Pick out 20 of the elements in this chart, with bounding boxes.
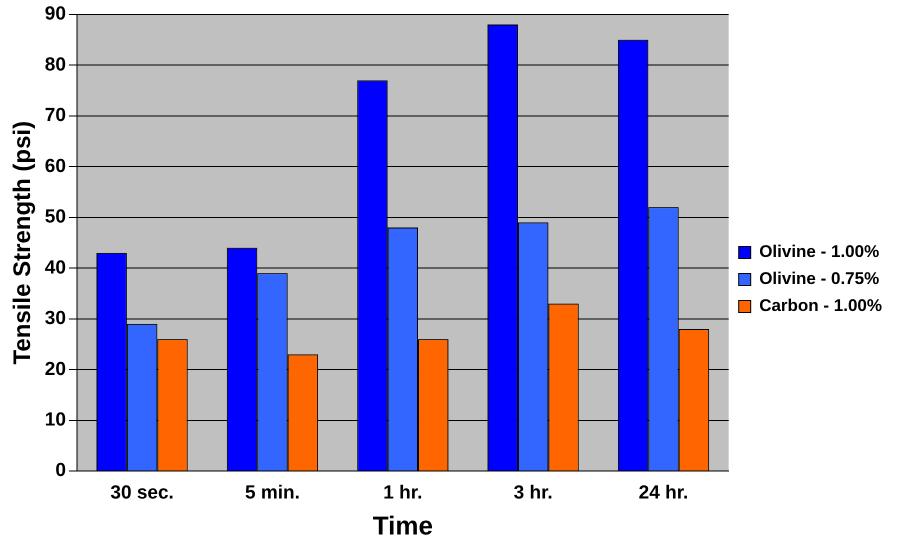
y-tick-label: 50: [44, 206, 66, 228]
y-tick-label: 0: [55, 460, 66, 482]
y-tick-label: 80: [44, 54, 66, 76]
x-tick-label: 5 min.: [245, 482, 300, 504]
legend-label: Olivine - 1.00%: [759, 242, 880, 262]
x-axis-title: Time: [372, 510, 433, 541]
y-tick-label: 40: [44, 257, 66, 278]
y-tick-label: 20: [44, 358, 66, 380]
y-tick-label: 30: [44, 308, 66, 330]
y-tick-label: 90: [44, 4, 66, 25]
x-tick-label: 30 sec.: [110, 482, 174, 504]
x-tick-label: 3 hr.: [514, 482, 553, 504]
y-tick-label: 10: [44, 410, 66, 430]
x-tick-label: 24 hr.: [638, 482, 688, 504]
y-tick-label: 70: [44, 105, 66, 126]
x-tick-label: 1 hr.: [383, 482, 422, 504]
legend-label: Olivine - 0.75%: [759, 269, 880, 288]
y-tick-label: 60: [44, 156, 66, 177]
y-axis-title: Tensile Strength (psi): [9, 120, 36, 364]
legend-label: Carbon - 1.00%: [759, 296, 882, 316]
